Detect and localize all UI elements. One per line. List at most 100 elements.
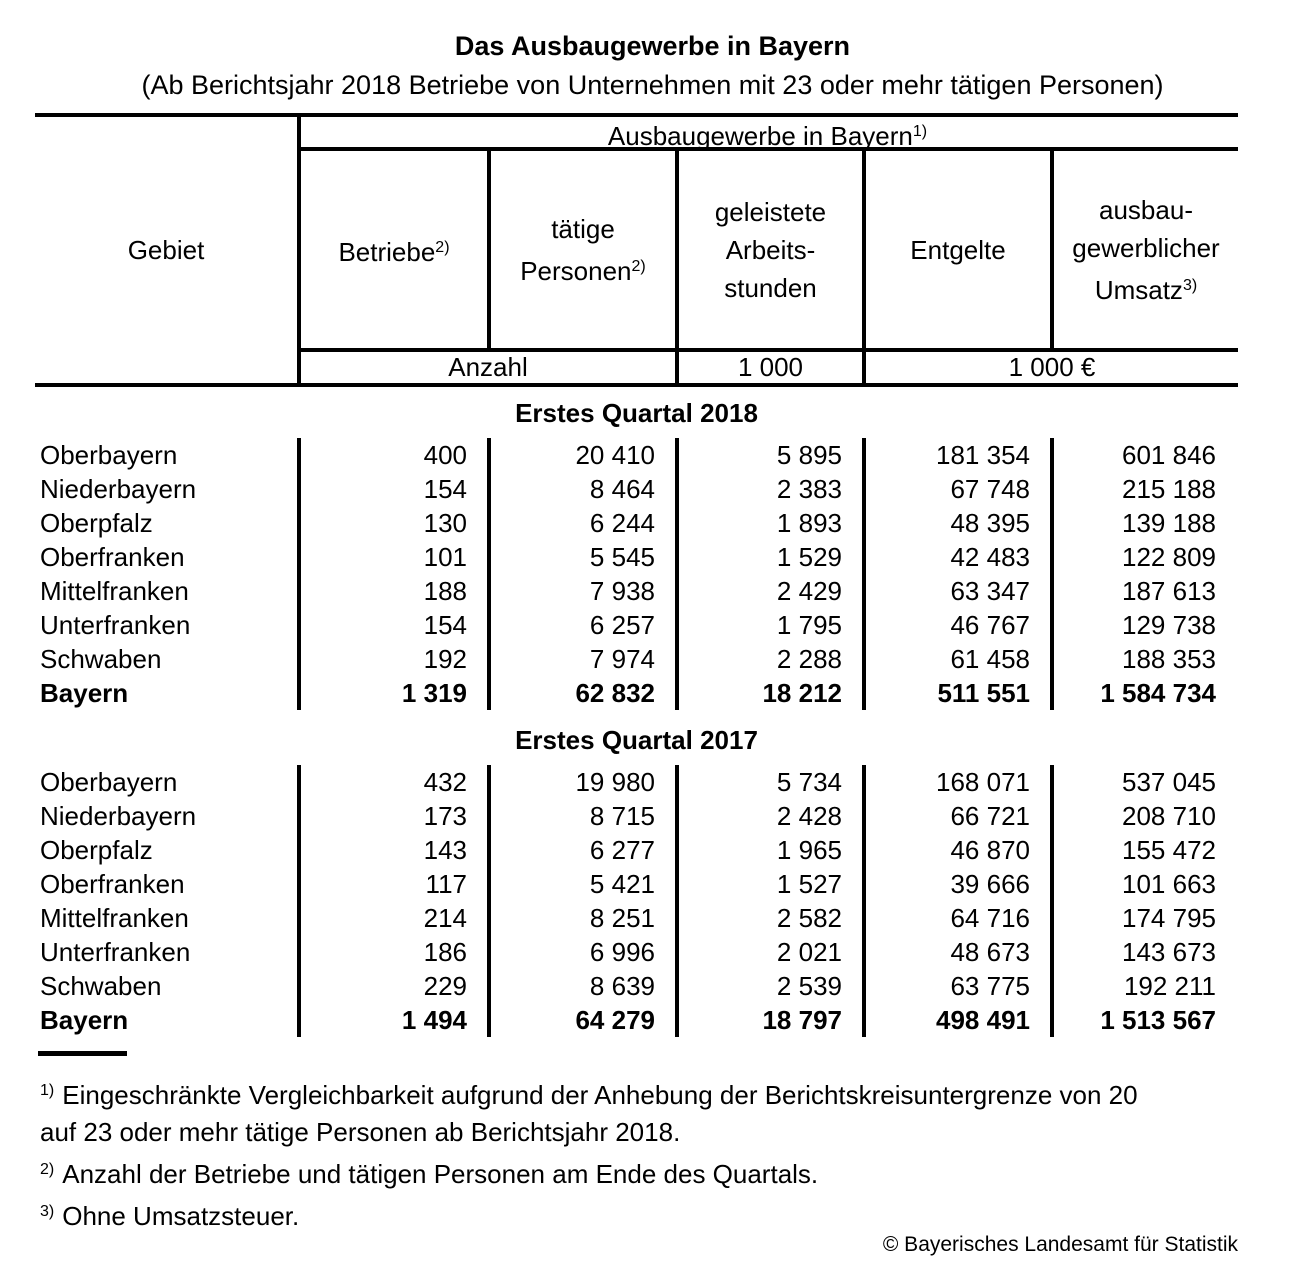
umsatz-value-cell: 1 513 567 [1100, 1005, 1216, 1035]
entgelte-value-cell: 42 483 [950, 542, 1030, 572]
region-name-cell: Mittelfranken [40, 903, 189, 933]
arbeitsstunden-value-cell: 5 895 [776, 440, 842, 470]
umsatz-value-cell: 101 663 [1122, 869, 1216, 899]
group-header: Ausbaugewerbe in Bayern1) [297, 117, 1238, 151]
betriebe-value-cell: 1 494 [401, 1005, 467, 1035]
arbeitsstunden-value-cell: 2 539 [776, 971, 842, 1001]
entgelte-value-cell: 168 071 [936, 767, 1030, 797]
entgelte-value-cell: 39 666 [950, 869, 1030, 899]
region-name-cell: Oberfranken [40, 869, 185, 899]
table-header: Gebiet Ausbaugewerbe in Bayern1) Betrieb… [35, 113, 1238, 387]
umsatz-value-cell: 601 846 [1122, 440, 1216, 470]
table-row: Niederbayern 173 8 715 2 428 66 721 208 … [35, 799, 1238, 833]
entgelte-value-cell: 48 395 [950, 508, 1030, 538]
personen-value-cell: 7 938 [589, 576, 655, 606]
umsatz-value-cell: 143 673 [1122, 937, 1216, 967]
table-row: Mittelfranken 188 7 938 2 429 63 347 187… [35, 574, 1238, 608]
data-rows-q1-2017: Oberbayern 432 19 980 5 734 168 071 537 … [35, 765, 1238, 1037]
region-name-cell: Niederbayern [40, 801, 197, 831]
personen-value-cell: 6 996 [589, 937, 655, 967]
entgelte-value-cell: 63 347 [950, 576, 1030, 606]
column-separator [487, 765, 491, 1037]
entgelte-value-cell: 64 716 [950, 903, 1030, 933]
betriebe-value-cell: 400 [423, 440, 467, 470]
page-subtitle: (Ab Berichtsjahr 2018 Betriebe von Unter… [141, 70, 1164, 100]
table-row: Bayern 1 494 64 279 18 797 498 491 1 513… [35, 1003, 1238, 1037]
betriebe-value-cell: 154 [423, 610, 467, 640]
region-name-cell: Niederbayern [40, 474, 197, 504]
arbeitsstunden-value-cell: 1 529 [776, 542, 842, 572]
arbeitsstunden-value-cell: 1 527 [776, 869, 842, 899]
copyright-notice: © Bayerisches Landesamt für Statistik [882, 1233, 1238, 1256]
column-footnote-ref: 2) [631, 257, 646, 275]
table-row: Schwaben 229 8 639 2 539 63 775 192 211 [35, 969, 1238, 1003]
personen-value-cell: 64 279 [575, 1005, 655, 1035]
arbeitsstunden-value-cell: 18 797 [762, 1005, 842, 1035]
personen-value-cell: 8 639 [589, 971, 655, 1001]
column-separator [675, 765, 679, 1037]
betriebe-value-cell: 1 319 [401, 678, 467, 708]
entgelte-value-cell: 511 551 [937, 678, 1030, 708]
footnote-2: 2) Anzahl der Betriebe und tätigen Person… [40, 1151, 1165, 1193]
betriebe-value-cell: 143 [423, 835, 467, 865]
personen-value-cell: 5 545 [589, 542, 655, 572]
column-separator [1050, 151, 1054, 348]
arbeitsstunden-value-cell: 5 734 [776, 767, 842, 797]
personen-value-cell: 5 421 [589, 869, 655, 899]
umsatz-value-cell: 155 472 [1122, 835, 1216, 865]
entgelte-value-cell: 46 870 [950, 835, 1030, 865]
region-name-cell: Oberbayern [40, 440, 178, 470]
umsatz-value-cell: 129 738 [1122, 610, 1216, 640]
group-header-footnote-ref: 1) [912, 123, 928, 140]
personen-value-cell: 20 410 [575, 440, 655, 470]
column-header-arbeitsstunden: geleistete Arbeits-stunden [714, 196, 827, 303]
region-name-cell: Unterfranken [40, 937, 191, 967]
region-name-cell: Schwaben [40, 644, 162, 674]
betriebe-value-cell: 130 [423, 508, 467, 538]
entgelte-value-cell: 66 721 [950, 801, 1030, 831]
unit-thousand: 1 000 [737, 352, 804, 382]
table-row: Niederbayern 154 8 464 2 383 67 748 215 … [35, 472, 1238, 506]
group-header-label: Ausbaugewerbe in Bayern [607, 121, 913, 151]
entgelte-value-cell: 67 748 [950, 474, 1030, 504]
region-name-cell: Oberpfalz [40, 508, 153, 538]
table-row: Oberfranken 101 5 545 1 529 42 483 122 8… [35, 540, 1238, 574]
region-name-cell: Oberfranken [40, 542, 185, 572]
betriebe-value-cell: 186 [423, 937, 467, 967]
column-header-entgelte: Entgelte [910, 234, 1006, 265]
arbeitsstunden-value-cell: 2 021 [776, 937, 842, 967]
region-name-cell: Schwaben [40, 971, 162, 1001]
umsatz-value-cell: 122 809 [1122, 542, 1216, 572]
entgelte-value-cell: 46 767 [950, 610, 1030, 640]
footnote-text: Anzahl der Betriebe und tätigen Personen… [62, 1159, 819, 1189]
entgelte-value-cell: 61 458 [950, 644, 1030, 674]
betriebe-value-cell: 214 [423, 903, 467, 933]
column-separator [1050, 765, 1054, 1037]
betriebe-value-cell: 154 [423, 474, 467, 504]
table-row: Oberbayern 432 19 980 5 734 168 071 537 … [35, 765, 1238, 799]
umsatz-value-cell: 174 795 [1122, 903, 1216, 933]
table-row: Bayern 1 319 62 832 18 212 511 551 1 584… [35, 676, 1238, 710]
table-row: Unterfranken 186 6 996 2 021 48 673 143 … [35, 935, 1238, 969]
footnote-1: 1) Eingeschränkte Vergleichbarkeit aufgru… [40, 1072, 1165, 1151]
unit-thousand-euro: 1 000 € [1008, 352, 1096, 382]
personen-value-cell: 62 832 [575, 678, 655, 708]
table-row: Oberpfalz 143 6 277 1 965 46 870 155 472 [35, 833, 1238, 867]
column-separator [675, 438, 679, 710]
column-separator [487, 438, 491, 710]
column-separator [297, 765, 301, 1037]
unit-anzahl: Anzahl [448, 352, 528, 382]
arbeitsstunden-value-cell: 1 965 [776, 835, 842, 865]
umsatz-value-cell: 139 188 [1122, 508, 1216, 538]
section-title-q1-2018: Erstes Quartal 2018 [515, 398, 758, 428]
region-name-cell: Unterfranken [40, 610, 191, 640]
column-separator [862, 151, 866, 383]
footnote-text: Ohne Umsatzsteuer. [62, 1201, 300, 1231]
column-separator [1050, 438, 1054, 710]
umsatz-value-cell: 1 584 734 [1100, 678, 1216, 708]
column-footnote-ref: 3) [1182, 276, 1198, 294]
region-name-cell: Bayern [40, 1005, 129, 1035]
table-row: Oberbayern 400 20 410 5 895 181 354 601 … [35, 438, 1238, 472]
umsatz-value-cell: 192 211 [1123, 971, 1216, 1001]
footnotes: 1) Eingeschränkte Vergleichbarkeit aufgru… [40, 1072, 1165, 1235]
